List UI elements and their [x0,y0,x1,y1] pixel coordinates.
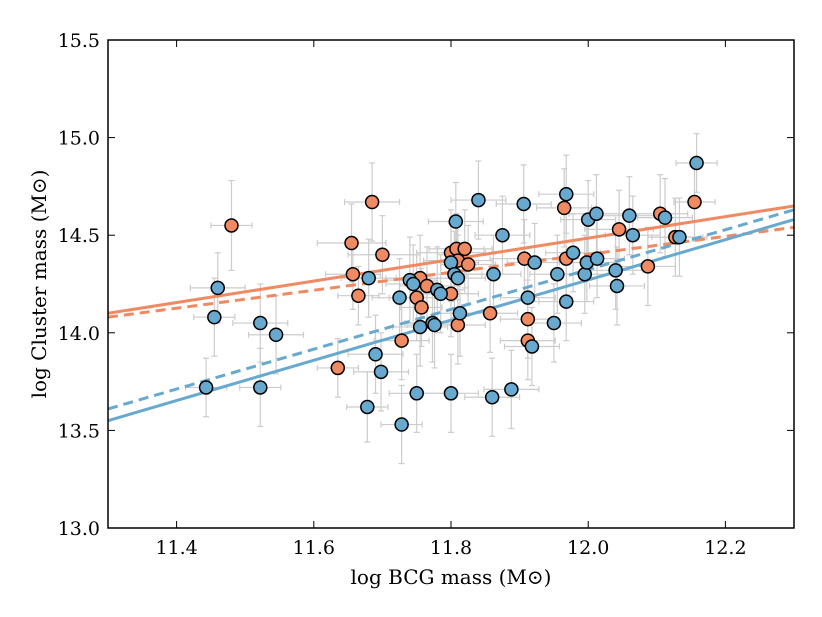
data-point-blue [392,290,407,305]
data-point-blue [394,417,409,432]
data-point-blue [443,386,459,401]
data-point-blue [516,196,531,212]
data-point-orange [640,259,656,274]
data-point-blue [527,255,542,270]
data-point-blue [486,266,501,282]
data-point-blue [412,319,428,335]
data-point-blue [520,290,536,305]
data-point-blue [450,270,466,286]
y-tick-label: 15.5 [58,30,100,52]
data-point-orange [330,360,346,376]
data-point-blue [361,270,376,286]
data-point-blue [207,309,222,325]
data-point-blue [589,206,604,221]
data-point-orange [460,257,476,272]
data-point-orange [611,222,627,237]
y-tick-label: 15.0 [58,128,100,150]
data-point-blue [589,251,605,266]
x-tick-label: 12.0 [567,537,609,559]
data-point-orange [556,200,572,216]
data-point-blue [484,389,500,405]
data-point-blue [495,227,510,243]
data-point-blue [565,245,581,261]
data-point-orange [414,300,429,315]
data-point-blue [608,263,623,278]
data-point-orange [394,333,409,348]
data-point-blue [504,382,519,397]
data-point-orange [450,317,466,333]
data-point-blue [609,278,625,294]
x-tick-label: 12.2 [704,537,746,559]
data-point-orange [364,194,380,210]
data-point-blue [210,280,226,296]
data-point-blue [253,380,268,395]
data-point-blue [360,399,375,415]
data-point-orange [687,194,702,210]
data-point-blue [198,380,214,395]
data-point-orange [344,235,359,251]
y-tick-label: 13.5 [58,420,100,442]
x-tick-label: 11.8 [430,537,472,559]
data-point-blue [427,317,442,333]
data-point-orange [224,218,239,233]
data-point-orange [375,247,390,262]
data-point-blue [558,186,574,202]
data-point-orange [482,306,498,321]
data-point-orange [520,311,536,327]
data-point-blue [558,294,574,309]
data-point-orange [351,288,366,303]
data-point-blue [625,227,641,243]
data-point-blue [406,276,421,292]
data-point-blue [253,315,268,331]
y-axis-label: log Cluster mass (M⊙) [27,170,51,399]
x-tick-label: 11.6 [293,537,335,559]
y-tick-label: 14.5 [58,225,100,247]
data-point-blue [689,155,704,171]
data-point-blue [657,210,673,225]
data-point-blue [409,386,424,401]
data-point-blue [368,347,383,362]
x-axis-label: log BCG mass (M⊙) [351,565,552,589]
data-point-orange [457,241,472,257]
data-point-blue [550,266,565,282]
data-point-blue [373,364,389,380]
x-tick-label: 11.4 [155,537,197,559]
data-point-blue [452,306,468,321]
points-layer [198,155,704,432]
data-point-blue [672,229,687,245]
data-point-blue [448,214,464,229]
data-point-blue [268,327,284,343]
y-tick-label: 14.0 [58,323,100,345]
data-point-blue [622,208,637,223]
data-point-orange [345,266,361,282]
data-point-blue [471,192,486,208]
fit-line-blue-solid [108,218,794,423]
y-tick-label: 13.0 [58,518,100,540]
data-point-blue [524,339,540,354]
data-point-blue [577,266,593,282]
data-point-blue [433,286,448,302]
data-point-blue [546,315,562,331]
axis-ticks: 11.4 11.6 11.8 12.0 12.2 13.0 13.5 14.0 14.5 15.0… [58,30,794,559]
